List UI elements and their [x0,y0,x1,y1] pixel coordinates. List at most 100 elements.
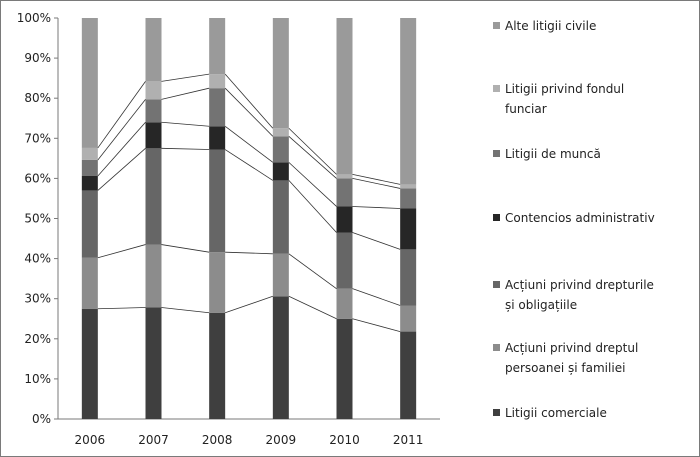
series-line [97,148,146,191]
series-line [288,180,337,233]
bar-segment [145,18,162,82]
y-tick-label: 60% [24,171,51,185]
series-line [97,81,146,149]
bar-segment [336,206,353,233]
bar-segment [209,74,226,89]
bar-segment [336,318,353,419]
y-axis-ticks: 0% 10% 20% 30% 40% 50% 60% 70% 80% 90% 100% [17,11,58,426]
series-line [97,244,146,259]
series-line [352,173,401,185]
legend-swatch [493,22,500,29]
legend-label: Litigii comerciale [505,406,607,420]
bar-segment [209,18,226,75]
bar-segment [81,190,98,258]
y-tick-label: 20% [24,332,51,346]
series-line [161,147,210,150]
bar-segment [209,126,226,150]
bar-segment [400,208,417,250]
bar-segment [336,178,353,207]
series-line [97,121,146,177]
bar-segment [272,296,289,419]
x-tick-label: 2006 [75,433,106,447]
bar-segment [272,136,289,163]
legend-swatch [493,85,500,92]
y-tick-label: 90% [24,51,51,65]
y-tick-label: 70% [24,131,51,145]
y-tick-label: 100% [17,11,51,25]
y-tick-label: 40% [24,252,51,266]
series-line [225,251,273,255]
series-line [288,135,337,179]
legend-swatch [493,150,500,157]
y-tick-label: 0% [32,412,51,426]
bar-segment [81,175,98,191]
bar-segment [400,18,417,185]
bar-segment [81,18,98,148]
bar-segment [400,331,417,419]
series-line [288,253,337,289]
bar-segment [336,288,353,319]
bar-segment [209,312,226,419]
bar-segment [81,159,98,176]
bar-segment [145,148,162,245]
bar-segment [81,147,98,160]
series-line [161,73,210,82]
bars [81,18,417,419]
legend-swatch [493,281,500,288]
bar-segment [209,88,226,127]
series-line [352,288,401,306]
x-tick-label: 2009 [266,433,297,447]
bar-segment [209,149,226,253]
series-line [97,99,146,161]
legend-label: Alte litigii civile [505,19,596,33]
legend-label: Acțiuni privind dreptul persoanei și fami… [505,341,638,375]
series-line [352,178,401,189]
series-line [352,206,401,209]
series-line [288,127,337,175]
x-tick-label: 2007 [138,433,169,447]
series-line [352,318,401,332]
y-tick-label: 10% [24,372,51,386]
legend-swatch [493,409,500,416]
series-line [161,87,210,100]
series-line [224,149,274,181]
bar-segment [209,252,226,313]
bar-segment [145,81,162,100]
y-tick-label: 50% [24,212,51,226]
bar-segment [336,174,353,179]
legend-label: Contencios administrativ [505,211,655,225]
legend-label: Acțiuni privind drepturile și obligațiile [505,278,654,312]
bar-segment [145,307,162,419]
series-line [161,307,210,314]
bar-segment [336,232,353,289]
series-line [224,73,274,129]
bar-segment [336,18,353,175]
x-tick-label: 2008 [202,433,233,447]
legend-label: Litigii privind fondul funciar [505,82,624,116]
bar-segment [272,162,289,181]
series-line [288,162,337,207]
x-tick-label: 2011 [393,433,424,447]
bar-segment [272,18,289,129]
bar-segment [272,253,289,297]
bar-segment [145,244,162,308]
legend-swatch [493,344,500,351]
series-line [288,295,337,320]
bar-segment [400,188,417,209]
series-lines [97,73,401,332]
bar-segment [400,305,417,332]
y-tick-label: 30% [24,292,51,306]
bar-segment [272,180,289,254]
series-line [97,307,146,310]
legend-label: Litigii de muncă [505,147,601,161]
series-line [224,125,274,163]
legend-swatch [493,214,500,221]
x-tick-label: 2010 [329,433,360,447]
series-line [224,87,274,137]
bar-segment [400,249,417,306]
bar-segment [272,128,289,137]
legend: Alte litigii civile Litigii privind fondu… [493,19,655,420]
x-axis-ticks: 2006 2007 2008 2009 2010 2011 [75,433,424,447]
series-line [225,295,273,314]
bar-segment [81,308,98,419]
